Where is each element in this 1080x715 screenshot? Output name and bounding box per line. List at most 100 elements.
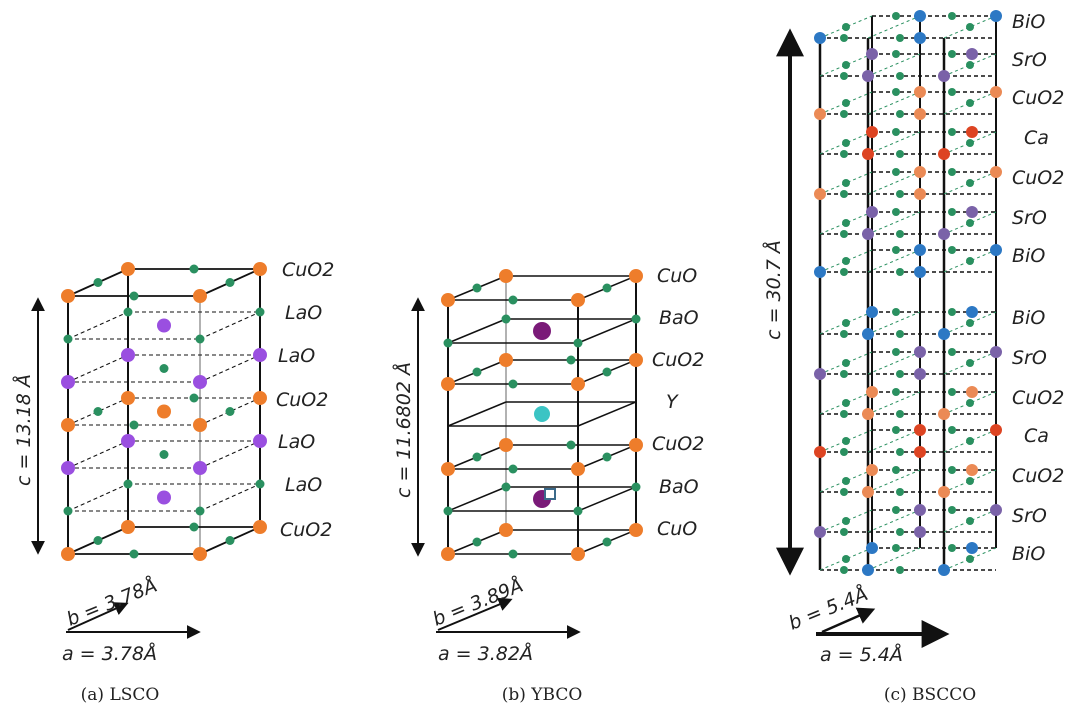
bscco-layer-label: SrO (1012, 49, 1047, 71)
oxygen-atom (195, 334, 205, 344)
lsco-b-axis-arrow (67, 602, 129, 631)
oxygen-atom (966, 99, 974, 107)
cuo2-atom (814, 188, 826, 200)
cu-atom (121, 262, 135, 276)
cu-atom (499, 353, 513, 367)
bio-atom (866, 306, 878, 318)
layer-line (447, 401, 507, 427)
ybco-atoms (441, 269, 643, 561)
cuo2-atom (938, 486, 950, 498)
lsco-a-label: a = 3.78Å (62, 642, 157, 665)
cuo2-atom (862, 486, 874, 498)
oxygen-atom (948, 426, 956, 434)
cu-atom (441, 462, 455, 476)
ybco-layer-label: CuO2 (652, 433, 704, 455)
oxygen-atom (966, 437, 974, 445)
cuo2-atom (966, 464, 978, 476)
oxygen-atom (123, 307, 133, 317)
sro-atom (990, 504, 1002, 516)
ca-atom (938, 148, 950, 160)
cu-atom (157, 404, 171, 419)
bio-atom (862, 564, 874, 576)
bscco-layer-label: BiO (1012, 307, 1045, 329)
la-atom (157, 490, 171, 505)
vacancy-marker (544, 488, 556, 500)
oxygen-atom (948, 88, 956, 96)
bscco-layer-label: Ca (1024, 127, 1049, 149)
oxygen-atom (573, 338, 583, 348)
oxygen-atom (842, 61, 850, 69)
cu-atom (499, 269, 513, 283)
bio-atom (938, 564, 950, 576)
oxygen-atom (840, 230, 848, 238)
cu-atom (253, 520, 267, 534)
bscco-a-label: a = 5.4Å (820, 643, 903, 666)
cuo2-atom (914, 188, 926, 200)
layer-line (67, 440, 129, 469)
oxygen-atom (892, 308, 900, 316)
oxygen-atom (896, 370, 904, 378)
la-atom (157, 318, 171, 333)
layer-line (67, 483, 129, 512)
sro-atom (866, 206, 878, 218)
oxygen-atom (443, 506, 453, 516)
oxygen-atom (966, 359, 974, 367)
oxygen-atom (508, 295, 518, 305)
ybco-b-axis-arrow (437, 597, 513, 631)
ybco-layer-label: CuO (657, 518, 697, 540)
layer-line (199, 483, 261, 512)
lsco-layer-label: LaO (278, 431, 315, 453)
cuo2-atom (866, 386, 878, 398)
oxygen-atom (93, 536, 103, 545)
oxygen-atom (602, 452, 612, 462)
oxygen-atom (896, 488, 904, 496)
oxygen-atom (840, 370, 848, 378)
oxygen-atom (472, 367, 482, 377)
oxygen-atom (842, 179, 850, 187)
oxygen-atom (501, 482, 511, 492)
oxygen-atom (896, 110, 904, 118)
oxygen-atom (892, 168, 900, 176)
la-atom (253, 348, 267, 362)
oxygen-atom (566, 355, 576, 365)
cu-atom (629, 353, 643, 367)
bscco-layer-label: CuO2 (1012, 465, 1064, 487)
cu-atom (441, 377, 455, 391)
cuo2-atom (914, 166, 926, 178)
y-atom (534, 406, 550, 422)
bio-atom (914, 266, 926, 278)
oxygen-atom (896, 528, 904, 536)
cu-atom (441, 293, 455, 307)
bio-atom (914, 244, 926, 256)
ybco-layer-label: CuO (657, 265, 697, 287)
cuo2-atom (990, 166, 1002, 178)
ca-atom (990, 424, 1002, 436)
oxygen-atom (508, 464, 518, 474)
oxygen-atom (896, 448, 904, 456)
oxygen-atom (840, 488, 848, 496)
cu-atom (193, 547, 207, 561)
oxygen-atom (508, 379, 518, 389)
oxygen-atom (472, 283, 482, 293)
oxygen-atom (842, 555, 850, 563)
oxygen-atom (255, 479, 265, 489)
oxygen-atom (129, 420, 139, 430)
bscco-layer-label: BiO (1012, 245, 1045, 267)
sro-atom (990, 346, 1002, 358)
oxygen-atom (93, 407, 103, 416)
oxygen-atom (896, 34, 904, 42)
la-atom (193, 461, 207, 475)
ybco-layer-label: Y (666, 391, 679, 413)
oxygen-atom (840, 190, 848, 198)
oxygen-atom (892, 348, 900, 356)
oxygen-atom (840, 34, 848, 42)
la-atom (121, 348, 135, 362)
oxygen-atom (896, 72, 904, 80)
oxygen-atom (602, 283, 612, 293)
oxygen-atom (892, 544, 900, 552)
layer-line (447, 486, 507, 512)
cu-atom (571, 293, 585, 307)
bscco-layer-label: CuO2 (1012, 387, 1064, 409)
oxygen-atom (159, 364, 169, 373)
oxygen-atom (840, 448, 848, 456)
